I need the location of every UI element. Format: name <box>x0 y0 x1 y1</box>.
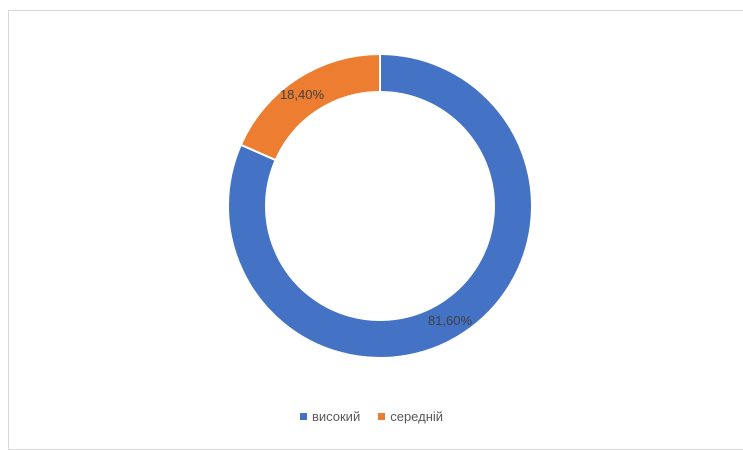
legend-item-high[interactable]: високий <box>299 409 361 424</box>
legend-label-high: високий <box>311 409 361 424</box>
data-label-high: 81,60% <box>428 313 473 328</box>
legend-label-medium: середній <box>390 409 444 424</box>
chart-legend: високий середній <box>0 409 743 424</box>
legend-swatch-medium <box>378 413 386 420</box>
data-labels: 81,60% 18,40% <box>280 87 473 328</box>
legend-item-medium[interactable]: середній <box>378 409 443 424</box>
donut-slices <box>227 52 533 359</box>
legend-swatch-high <box>299 413 307 420</box>
donut-slice-high[interactable] <box>227 52 533 359</box>
donut-chart: 81,60% 18,40% <box>227 52 533 359</box>
data-label-medium: 18,40% <box>280 87 325 102</box>
donut-slice-medium[interactable] <box>239 52 381 162</box>
